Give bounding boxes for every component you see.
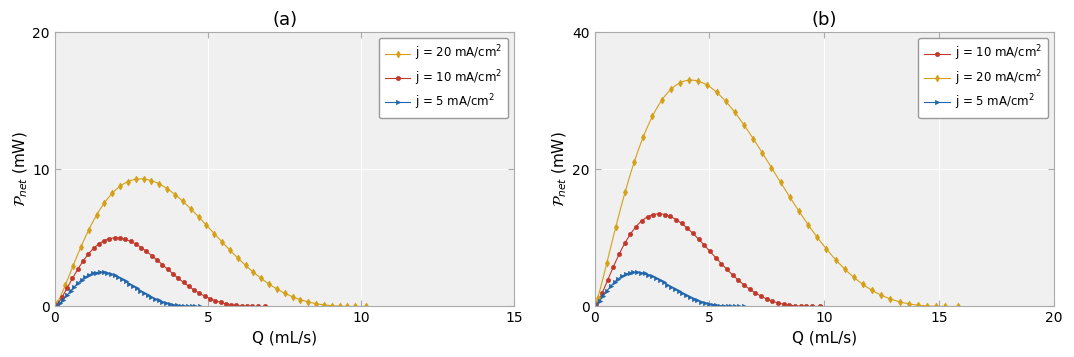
j = 20 mA/cm$^2$ [841, 270, 854, 274]
j = 5 mA/cm$^2$ [164, 302, 177, 306]
X-axis label: Q (mL/s): Q (mL/s) [792, 331, 857, 346]
j = 10 mA/cm$^2$ [652, 212, 665, 216]
Title: (a): (a) [272, 11, 297, 29]
j = 10 mA/cm$^2$ [649, 212, 662, 216]
j = 5 mA/cm$^2$ [738, 304, 751, 308]
j = 20 mA/cm$^2$ [114, 184, 127, 188]
j = 20 mA/cm$^2$ [952, 304, 964, 308]
j = 10 mA/cm$^2$ [216, 301, 229, 305]
j = 20 mA/cm$^2$ [793, 209, 806, 213]
j = 10 mA/cm$^2$ [715, 261, 728, 266]
Line: j = 10 mA/cm$^2$: j = 10 mA/cm$^2$ [593, 212, 822, 308]
j = 20 mA/cm$^2$ [265, 283, 278, 288]
j = 20 mA/cm$^2$ [685, 78, 698, 82]
Y-axis label: $\mathcal{P}_{net}$ (mW): $\mathcal{P}_{net}$ (mW) [551, 131, 569, 207]
Line: j = 5 mA/cm$^2$: j = 5 mA/cm$^2$ [593, 270, 746, 308]
j = 20 mA/cm$^2$ [942, 304, 955, 308]
j = 5 mA/cm$^2$ [87, 271, 100, 275]
j = 10 mA/cm$^2$ [589, 304, 601, 308]
j = 20 mA/cm$^2$ [134, 177, 147, 181]
j = 5 mA/cm$^2$ [194, 304, 207, 308]
j = 10 mA/cm$^2$ [253, 304, 266, 308]
j = 5 mA/cm$^2$ [628, 270, 641, 274]
j = 10 mA/cm$^2$ [636, 219, 649, 223]
j = 5 mA/cm$^2$ [190, 304, 203, 308]
j = 20 mA/cm$^2$ [877, 295, 890, 299]
j = 5 mA/cm$^2$ [95, 270, 107, 274]
j = 10 mA/cm$^2$ [166, 272, 179, 276]
j = 5 mA/cm$^2$ [589, 304, 601, 308]
Line: j = 10 mA/cm$^2$: j = 10 mA/cm$^2$ [53, 236, 266, 308]
j = 20 mA/cm$^2$ [132, 177, 145, 181]
j = 20 mA/cm$^2$ [223, 248, 236, 252]
j = 10 mA/cm$^2$ [813, 304, 826, 308]
j = 10 mA/cm$^2$ [745, 288, 758, 293]
j = 5 mA/cm$^2$ [629, 270, 642, 274]
j = 10 mA/cm$^2$ [92, 242, 105, 246]
j = 5 mA/cm$^2$ [130, 286, 143, 291]
j = 5 mA/cm$^2$ [78, 275, 91, 279]
j = 10 mA/cm$^2$ [48, 304, 61, 308]
j = 10 mA/cm$^2$ [768, 300, 781, 304]
j = 5 mA/cm$^2$ [708, 303, 721, 307]
j = 20 mA/cm$^2$ [688, 78, 701, 82]
j = 5 mA/cm$^2$ [672, 289, 685, 293]
j = 20 mA/cm$^2$ [665, 87, 678, 91]
j = 10 mA/cm$^2$ [258, 304, 271, 308]
Line: j = 20 mA/cm$^2$: j = 20 mA/cm$^2$ [53, 176, 368, 309]
j = 20 mA/cm$^2$ [360, 304, 373, 308]
j = 5 mA/cm$^2$ [620, 272, 633, 276]
j = 10 mA/cm$^2$ [194, 292, 207, 296]
j = 5 mA/cm$^2$ [693, 299, 706, 303]
Title: (b): (b) [812, 11, 837, 29]
Legend: j = 20 mA/cm$^2$, j = 10 mA/cm$^2$, j = 5 mA/cm$^2$: j = 20 mA/cm$^2$, j = 10 mA/cm$^2$, j = … [379, 38, 508, 118]
j = 10 mA/cm$^2$ [808, 304, 821, 308]
j = 5 mA/cm$^2$ [734, 304, 746, 308]
j = 10 mA/cm$^2$ [105, 236, 118, 241]
Line: j = 20 mA/cm$^2$: j = 20 mA/cm$^2$ [592, 78, 960, 309]
Legend: j = 10 mA/cm$^2$, j = 20 mA/cm$^2$, j = 5 mA/cm$^2$: j = 10 mA/cm$^2$, j = 20 mA/cm$^2$, j = … [918, 38, 1048, 118]
j = 20 mA/cm$^2$ [589, 304, 601, 308]
Line: j = 5 mA/cm$^2$: j = 5 mA/cm$^2$ [53, 270, 202, 308]
j = 5 mA/cm$^2$ [48, 304, 61, 308]
X-axis label: Q (mL/s): Q (mL/s) [252, 331, 317, 346]
j = 20 mA/cm$^2$ [351, 304, 364, 308]
j = 20 mA/cm$^2$ [296, 298, 309, 303]
j = 10 mA/cm$^2$ [110, 236, 122, 240]
j = 5 mA/cm$^2$ [150, 297, 163, 302]
Y-axis label: $\mathcal{P}_{net}$ (mW): $\mathcal{P}_{net}$ (mW) [11, 131, 29, 207]
j = 20 mA/cm$^2$ [48, 304, 61, 308]
